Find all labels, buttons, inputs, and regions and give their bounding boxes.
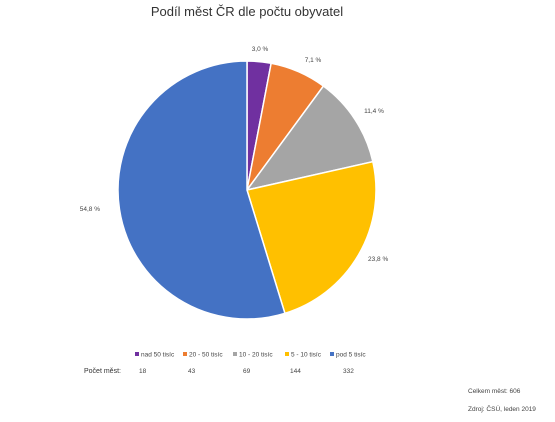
legend-entry-5: pod 5 tisíc: [336, 352, 366, 359]
total-count: Celkem měst: 606: [468, 388, 521, 395]
legend-swatch-2: [183, 352, 187, 356]
data-labels: 3,0 % 7,1 % 11,4 % 23,8 % 54,8 %: [80, 46, 389, 263]
count-value-5: 332: [343, 368, 354, 375]
count-value-2: 43: [188, 368, 196, 375]
pie-slice-3: [245, 85, 374, 192]
pie: [117, 60, 377, 320]
legend-entry-1: nad 50 tisíc: [141, 352, 175, 359]
chart-title: Podíl měst ČR dle počtu obyvatel: [151, 4, 343, 19]
legend-swatch-3: [233, 352, 237, 356]
source-note: Zdroj: ČSÚ, leden 2019: [468, 404, 536, 413]
legend: nad 50 tisíc 20 - 50 tisíc 10 - 20 tisíc 5 …: [135, 352, 366, 359]
count-value-3: 69: [243, 368, 251, 375]
legend-swatch-4: [285, 352, 289, 356]
legend-entry-4: 5 - 10 tisíc: [291, 352, 322, 359]
data-label-5: 54,8 %: [80, 206, 100, 213]
pie-slice-5: [117, 60, 286, 320]
data-label-2: 7,1 %: [305, 57, 322, 64]
data-label-1: 3,0 %: [252, 46, 269, 53]
legend-entry-3: 10 - 20 tisíc: [239, 352, 273, 359]
pie-slice-4: [246, 160, 377, 315]
count-value-1: 18: [139, 368, 147, 375]
legend-entry-2: 20 - 50 tisíc: [189, 352, 223, 359]
count-value-4: 144: [290, 368, 301, 375]
data-label-4: 23,8 %: [368, 256, 388, 263]
legend-swatch-1: [135, 352, 139, 356]
data-label-3: 11,4 %: [364, 108, 384, 115]
counts-row: 18 43 69 144 332: [139, 368, 354, 375]
legend-swatch-5: [330, 352, 334, 356]
counts-row-label: Počet měst:: [84, 368, 121, 375]
